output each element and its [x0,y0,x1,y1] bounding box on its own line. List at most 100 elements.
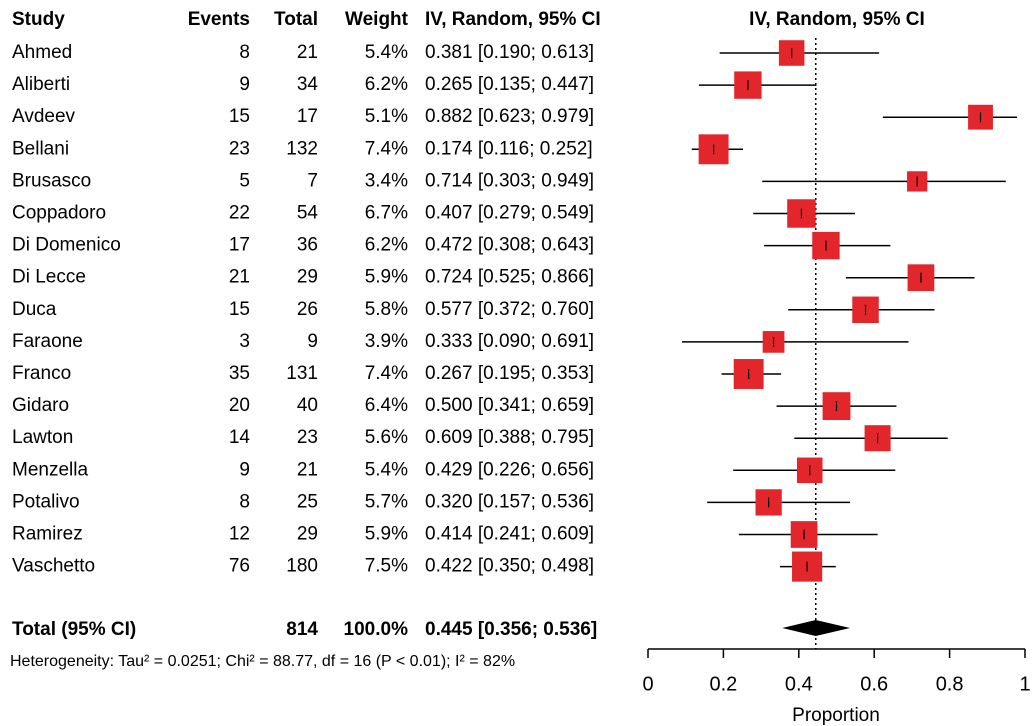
ci-text: 0.882 [0.623; 0.979] [425,106,594,127]
weight: 6.2% [365,74,408,95]
ci-text: 0.714 [0.303; 0.949] [425,170,594,191]
ci-text: 0.422 [0.350; 0.498] [425,556,594,577]
total: 180 [286,556,318,577]
weight: 6.2% [365,235,408,256]
events: 23 [229,138,250,159]
total: 23 [297,427,318,448]
study-name: Gidaro [12,395,69,416]
weight: 5.9% [365,524,408,545]
study-name: Aliberti [12,74,70,95]
study-name: Avdeev [12,106,76,127]
header-study: Study [12,9,65,30]
study-name: Ramirez [12,524,83,545]
total: 26 [297,299,318,320]
ci-text: 0.381 [0.190; 0.613] [425,42,594,63]
header-ci: IV, Random, 95% CI [425,9,601,30]
total-label: Total (95% CI) [12,619,136,640]
weight: 5.6% [365,427,408,448]
events: 15 [229,106,250,127]
ci-text: 0.609 [0.388; 0.795] [425,427,594,448]
header-total: Total [274,9,318,30]
ci-text: 0.429 [0.226; 0.656] [425,459,594,480]
events: 12 [229,524,250,545]
weight: 6.4% [365,395,408,416]
total: 132 [286,138,318,159]
ci-text: 0.500 [0.341; 0.659] [425,395,594,416]
total: 7 [307,170,318,191]
total: 131 [286,363,318,384]
ci-text: 0.407 [0.279; 0.549] [425,203,594,224]
total: 40 [297,395,318,416]
total: 21 [297,42,318,63]
events: 14 [229,427,251,448]
header-plot: IV, Random, 95% CI [749,9,925,30]
events: 9 [239,74,250,95]
total-weight: 100.0% [344,619,409,640]
weight: 5.4% [365,42,408,63]
total: 17 [297,106,318,127]
study-name: Faraone [12,331,83,352]
study-name: Potalivo [12,491,80,512]
total: 25 [297,491,318,512]
x-tick-label: 0.8 [936,673,964,695]
weight: 3.9% [365,331,408,352]
events: 8 [239,42,250,63]
total: 29 [297,524,318,545]
study-name: Menzella [12,459,88,480]
heterogeneity: Heterogeneity: Tau² = 0.0251; Chi² = 88.… [10,653,515,670]
events: 35 [229,363,250,384]
total: 54 [297,203,319,224]
weight: 7.4% [365,138,408,159]
ci-text: 0.320 [0.157; 0.536] [425,491,594,512]
study-name: Coppadoro [12,203,106,224]
weight: 5.4% [365,459,408,480]
weight: 5.1% [365,106,408,127]
weight: 6.7% [365,203,408,224]
total-n: 814 [286,619,318,640]
ci-text: 0.724 [0.525; 0.866] [425,267,594,288]
x-tick-label: 1 [1019,673,1030,695]
events: 8 [239,491,250,512]
weight: 7.5% [365,556,408,577]
study-name: Vaschetto [12,556,95,577]
total: 34 [297,74,319,95]
header-events: Events [188,9,250,30]
weight: 5.8% [365,299,408,320]
weight: 5.7% [365,491,408,512]
events: 17 [229,235,250,256]
study-name: Duca [12,299,57,320]
weight: 3.4% [365,170,408,191]
study-name: Di Domenico [12,235,121,256]
events: 15 [229,299,250,320]
events: 20 [229,395,250,416]
total: 36 [297,235,318,256]
study-name: Di Lecce [12,267,86,288]
events: 76 [229,556,250,577]
ci-text: 0.174 [0.116; 0.252] [425,138,593,159]
study-name: Ahmed [12,42,72,63]
ci-text: 0.472 [0.308; 0.643] [425,235,594,256]
events: 5 [239,170,250,191]
study-name: Brusasco [12,170,91,191]
weight: 5.9% [365,267,408,288]
ci-text: 0.265 [0.135; 0.447] [425,74,594,95]
x-tick-label: 0.6 [860,673,888,695]
ci-text: 0.414 [0.241; 0.609] [425,524,594,545]
pooled-diamond [782,620,851,636]
x-tick-label: 0.2 [709,673,737,695]
study-name: Franco [12,363,71,384]
total: 29 [297,267,318,288]
ci-text: 0.577 [0.372; 0.760] [425,299,594,320]
total: 9 [307,331,318,352]
events: 21 [229,267,250,288]
events: 3 [239,331,250,352]
study-name: Lawton [12,427,73,448]
weight: 7.4% [365,363,408,384]
x-axis-label: Proportion [792,705,880,726]
events: 9 [239,459,250,480]
header-weight: Weight [345,9,409,30]
ci-text: 0.333 [0.090; 0.691] [425,331,594,352]
ci-text: 0.267 [0.195; 0.353] [425,363,594,384]
x-tick-label: 0 [642,673,653,695]
